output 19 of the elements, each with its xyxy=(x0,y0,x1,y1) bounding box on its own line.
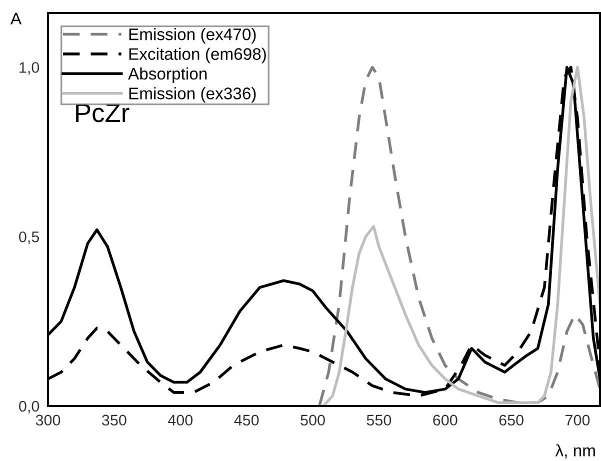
x-tick-label: 650 xyxy=(499,414,524,426)
y-axis-title: A xyxy=(10,12,22,24)
x-axis-title: λ, nm xyxy=(555,444,595,458)
legend-label: Excitation (em698) xyxy=(129,48,266,64)
x-tick-label: 300 xyxy=(36,414,60,426)
y-tick-label: 0,0 xyxy=(19,400,40,414)
legend-label: Emission (ex336) xyxy=(129,87,256,103)
x-tick-label: 450 xyxy=(234,414,259,426)
y-tick-label: 0,5 xyxy=(19,231,40,244)
legend-label: Emission (ex470) xyxy=(129,28,256,44)
x-tick-label: 700 xyxy=(566,414,590,426)
y-tick-label: 1,0 xyxy=(20,62,40,75)
x-tick-label: 600 xyxy=(433,414,458,426)
x-tick-label: 500 xyxy=(300,414,325,426)
x-tick-label: 550 xyxy=(366,414,392,426)
legend-label: Absorption xyxy=(128,67,207,83)
annotation: PcZr xyxy=(76,104,130,122)
x-tick-label: 400 xyxy=(168,414,193,426)
x-tick-label: 350 xyxy=(102,414,126,426)
